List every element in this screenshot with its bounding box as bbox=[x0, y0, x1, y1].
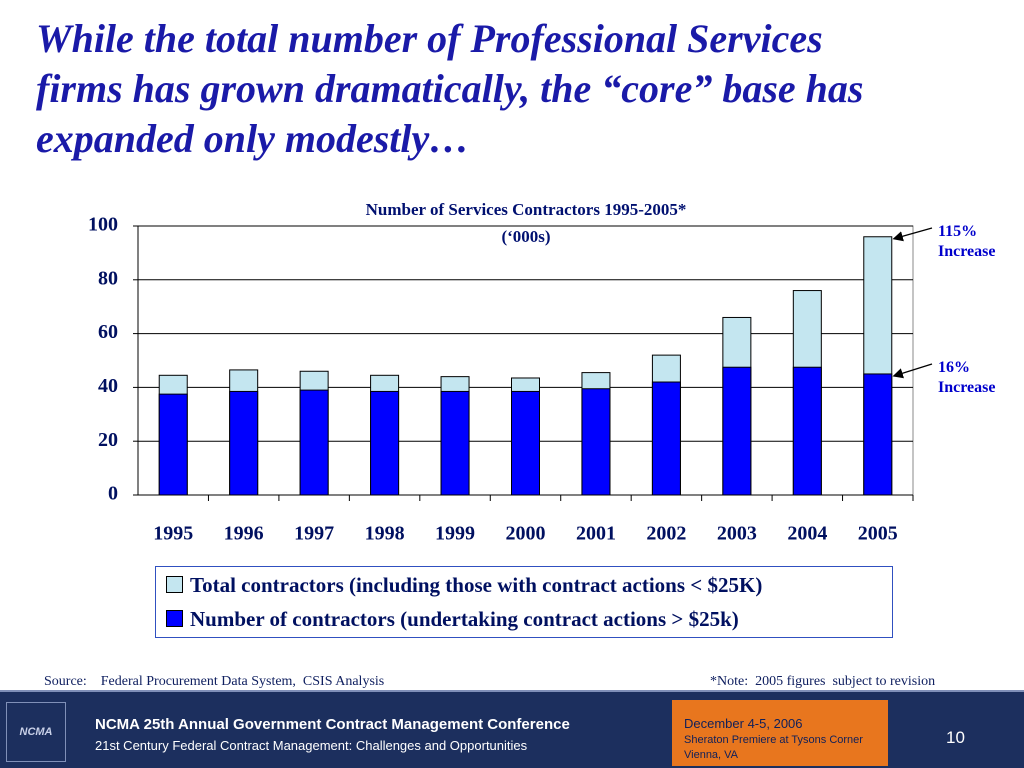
dates: December 4-5, 2006 bbox=[684, 716, 803, 731]
x-tick-label: 1997 bbox=[294, 523, 334, 545]
bar bbox=[158, 393, 188, 496]
bar bbox=[651, 381, 681, 496]
bar bbox=[722, 366, 752, 496]
legend-label: Number of contractors (undertaking contr… bbox=[190, 607, 739, 631]
x-tick-label: 2000 bbox=[506, 523, 546, 545]
x-tick-label: 1996 bbox=[224, 523, 264, 545]
conference: NCMA 25th Annual Government Contract Man… bbox=[95, 716, 570, 733]
theme: 21st Century Federal Contract Management… bbox=[95, 738, 528, 753]
legend-label: Total contractors (including those with … bbox=[190, 573, 763, 597]
y-tick-label: 40 bbox=[98, 375, 118, 397]
x-tick-label: 2005 bbox=[858, 523, 898, 545]
x-tick-label: 1998 bbox=[365, 523, 405, 545]
bar bbox=[299, 389, 329, 496]
y-tick-label: 80 bbox=[98, 267, 118, 289]
x-tick-label: 2001 bbox=[576, 523, 616, 545]
x-tick-label: 2003 bbox=[717, 523, 757, 545]
x-tick-label: 2004 bbox=[787, 523, 827, 545]
city: Vienna, VA bbox=[684, 749, 739, 761]
bar bbox=[440, 390, 470, 496]
venue: Sheraton Premiere at Tysons Corner bbox=[684, 734, 863, 746]
legend-swatch bbox=[166, 610, 183, 627]
slide-title: While the total number of Professional S… bbox=[36, 14, 863, 164]
title-line: expanded only modestly… bbox=[36, 116, 470, 161]
y-tick-label: 60 bbox=[98, 321, 118, 343]
x-tick-label: 2002 bbox=[646, 523, 686, 545]
annotation-arrow bbox=[892, 363, 933, 379]
legend-entry: Total contractors (including those with … bbox=[166, 573, 762, 598]
chart: Number of Services Contractors 1995-2005… bbox=[88, 200, 933, 545]
title-line: firms has grown dramatically, the “core”… bbox=[36, 66, 864, 111]
chart-subtitle: (‘000s) bbox=[501, 227, 550, 246]
y-tick-label: 20 bbox=[98, 429, 118, 451]
logo: NCMA bbox=[6, 702, 66, 762]
footer: NCMA NCMA 25th Annual Government Contrac… bbox=[0, 690, 1024, 768]
x-tick-label: 1995 bbox=[153, 523, 193, 545]
bar bbox=[511, 390, 540, 496]
y-tick-label: 0 bbox=[108, 483, 118, 505]
event-box: December 4-5, 2006 Sheraton Premiere at … bbox=[672, 700, 888, 766]
bar bbox=[863, 373, 893, 496]
title-line: While the total number of Professional S… bbox=[36, 16, 823, 61]
bar bbox=[792, 366, 822, 496]
x-tick-label: 1999 bbox=[435, 523, 475, 545]
bar bbox=[229, 390, 259, 496]
y-tick-label: 100 bbox=[88, 214, 118, 236]
bar bbox=[581, 388, 611, 496]
chart-title: Number of Services Contractors 1995-2005… bbox=[366, 200, 687, 219]
note: *Note: 2005 figures subject to revision bbox=[710, 674, 936, 689]
legend: Total contractors (including those with … bbox=[155, 566, 893, 638]
bar bbox=[370, 390, 400, 496]
page-number: 10 bbox=[946, 728, 965, 747]
legend-swatch bbox=[166, 576, 183, 593]
annotation: 16% Increase bbox=[938, 359, 996, 396]
legend-entry: Number of contractors (undertaking contr… bbox=[166, 607, 739, 632]
annotation: 115% Increase bbox=[938, 223, 996, 260]
annotation-arrow bbox=[892, 227, 933, 242]
source: Source: Federal Procurement Data System,… bbox=[44, 674, 385, 689]
